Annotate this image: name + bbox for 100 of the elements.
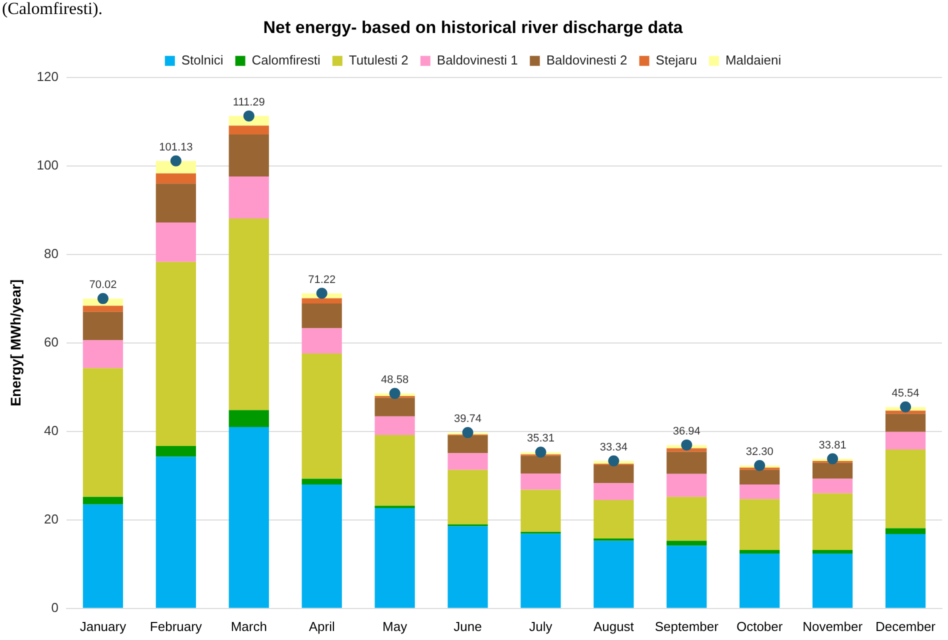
y-tick-label: 60 (44, 334, 58, 350)
legend-label: Stolnici (181, 52, 224, 68)
bar (302, 478, 342, 484)
point (827, 453, 838, 464)
bar (448, 526, 488, 608)
point (243, 110, 254, 122)
data-label: 33.81 (818, 439, 846, 452)
bar (82, 368, 124, 497)
data-label: 35.31 (526, 432, 554, 445)
bar (82, 306, 124, 312)
bar (302, 484, 342, 608)
data-label: 33.34 (600, 441, 628, 454)
bar (156, 262, 196, 446)
point (681, 439, 692, 450)
bar (228, 426, 269, 608)
y-tick-label: 0 (51, 600, 58, 615)
bar (594, 540, 634, 608)
bar (885, 432, 926, 450)
bar (520, 473, 561, 490)
data-label: 70.02 (89, 279, 117, 292)
bar (228, 410, 269, 427)
bar (374, 434, 415, 506)
y-tick-label: 20 (44, 511, 58, 526)
data-label: 36.94 (672, 425, 700, 438)
bar (520, 490, 561, 532)
bar (812, 550, 853, 554)
data-label: 45.54 (892, 387, 920, 400)
x-tick-label: January (80, 618, 127, 634)
point (900, 401, 912, 412)
data-label: 48.58 (381, 374, 409, 386)
x-tick-label: November (802, 618, 864, 634)
legend-label: Calomfiresti (252, 52, 321, 68)
legend-label: Baldovinesti 2 (546, 52, 628, 68)
x-tick-label: April (308, 618, 335, 634)
bar (594, 500, 634, 538)
data-label: 111.29 (232, 96, 265, 108)
bar (82, 312, 124, 340)
bar (302, 354, 342, 479)
point (170, 155, 182, 166)
bar (448, 453, 488, 470)
bar (520, 534, 561, 608)
bar (666, 496, 707, 541)
bar (885, 528, 926, 534)
data-label: 71.22 (308, 274, 336, 286)
bar (740, 499, 780, 550)
bar (885, 414, 926, 432)
legend-label: Tutulesti 2 (348, 52, 408, 68)
legend-label: Stejaru (656, 52, 697, 68)
bar (228, 126, 269, 134)
bar (302, 328, 342, 354)
x-tick-label: February (150, 618, 202, 634)
data-label: 32.30 (746, 446, 774, 458)
bar (156, 173, 196, 184)
x-tick-label: December (876, 618, 936, 634)
y-axis-title: Energy[ MWh/year] (7, 279, 24, 406)
x-tick-label: July (529, 618, 553, 634)
point (389, 388, 400, 399)
legend-label: Maldaieni (725, 52, 782, 68)
x-tick-label: October (736, 618, 784, 634)
point (316, 288, 328, 299)
bar (156, 446, 196, 457)
bar (374, 508, 415, 608)
bar (812, 493, 853, 550)
bar (374, 416, 415, 435)
y-tick-label: 40 (44, 422, 58, 438)
bar (82, 504, 124, 608)
bar (82, 496, 124, 504)
legend-label: Baldovinesti 1 (436, 52, 518, 68)
bar (666, 452, 707, 474)
bar (666, 448, 707, 452)
bar (594, 538, 634, 541)
bar (740, 550, 780, 554)
x-tick-label: March (230, 618, 267, 634)
y-tick-label: 100 (36, 157, 58, 172)
bar (666, 540, 707, 546)
point (97, 293, 108, 304)
bar (740, 470, 780, 484)
bar (594, 465, 634, 484)
bar (156, 184, 196, 223)
text: (Calomfiresti). (2, 0, 103, 18)
bar (156, 456, 196, 608)
data-label: 39.74 (454, 413, 482, 426)
bar (740, 484, 780, 500)
bar (228, 176, 269, 219)
bar (812, 478, 853, 494)
point (608, 455, 620, 466)
bar (666, 474, 707, 497)
bar (302, 304, 342, 328)
point (462, 427, 474, 438)
point (754, 460, 766, 471)
bar (448, 435, 488, 454)
y-tick-label: 120 (36, 68, 58, 84)
bar (374, 398, 415, 416)
bar (156, 222, 196, 262)
bar (302, 298, 342, 304)
bar (228, 218, 269, 410)
bar (82, 340, 124, 368)
data-label: 101.13 (159, 141, 193, 154)
bar (520, 456, 561, 474)
x-tick-label: May (382, 618, 408, 634)
